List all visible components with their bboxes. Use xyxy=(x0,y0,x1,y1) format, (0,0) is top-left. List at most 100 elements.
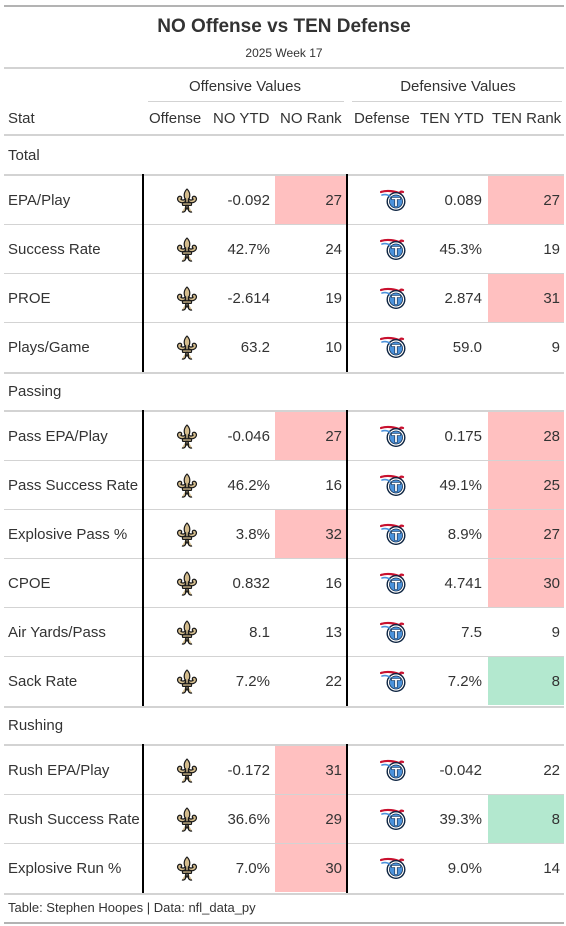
group-label: Passing xyxy=(8,383,62,400)
fleur-de-lis-icon xyxy=(176,522,198,547)
offense-logo xyxy=(175,473,199,504)
titans-logo-icon xyxy=(379,808,406,830)
column-label-ten-rank: TEN Rank xyxy=(492,110,562,127)
stat-name: PROE xyxy=(8,290,51,307)
ten-rank-value: 8 xyxy=(551,811,560,828)
no-rank-value: 16 xyxy=(325,477,342,494)
header-rule xyxy=(4,134,564,136)
group-rule xyxy=(4,744,564,746)
divider-offense-defense xyxy=(346,744,348,893)
fleur-de-lis-icon xyxy=(176,758,198,783)
ten-rank-value: 27 xyxy=(543,192,560,209)
ten-rank-highlight xyxy=(488,559,564,607)
row-rule xyxy=(4,794,564,795)
table-row: Air Yards/Pass 8.1 13 7.5 9 xyxy=(4,608,564,657)
ten-rank-value: 8 xyxy=(551,673,560,690)
table-header: NO Offense vs TEN Defense 2025 Week 17 xyxy=(4,5,564,69)
no-ytd-value: -2.614 xyxy=(227,290,270,307)
stat-name: CPOE xyxy=(8,575,51,592)
ten-ytd-value: 7.2% xyxy=(447,673,482,690)
ten-rank-highlight xyxy=(488,176,564,224)
ten-ytd-value: 8.9% xyxy=(447,526,482,543)
offense-logo xyxy=(175,620,199,651)
stat-name: Plays/Game xyxy=(8,339,90,356)
no-rank-value: 27 xyxy=(325,192,342,209)
row-rule xyxy=(4,509,564,510)
table-row: Explosive Run % 7.0% 30 9.0% 14 xyxy=(4,844,564,893)
divider-offense-defense xyxy=(346,410,348,706)
row-rule xyxy=(4,460,564,461)
fleur-de-lis-icon xyxy=(176,424,198,449)
ten-ytd-value: 59.0 xyxy=(452,339,482,356)
ten-rank-highlight xyxy=(488,510,564,558)
ten-ytd-value: 45.3% xyxy=(439,241,482,258)
offense-logo xyxy=(175,286,199,317)
defense-logo xyxy=(379,571,408,600)
defense-logo xyxy=(379,286,408,315)
no-ytd-value: 3.8% xyxy=(235,526,270,543)
no-ytd-value: 63.2 xyxy=(240,339,270,356)
defense-logo xyxy=(379,188,408,217)
stat-name: Explosive Run % xyxy=(8,860,122,877)
ten-ytd-value: 9.0% xyxy=(447,860,482,877)
table-row: Success Rate 42.7% 24 45.3% 19 xyxy=(4,225,564,274)
row-rule xyxy=(4,843,564,844)
defense-logo xyxy=(379,473,408,502)
divider-stat-offense xyxy=(142,744,144,893)
ten-ytd-value: 4.741 xyxy=(444,575,482,592)
fleur-de-lis-icon xyxy=(176,856,198,881)
fleur-de-lis-icon xyxy=(176,286,198,311)
ten-ytd-value: -0.042 xyxy=(439,762,482,779)
ten-rank-value: 22 xyxy=(543,762,560,779)
offense-logo xyxy=(175,237,199,268)
offense-logo xyxy=(175,424,199,455)
row-rule xyxy=(4,656,564,657)
table-bottom-rule xyxy=(4,893,564,895)
ten-rank-value: 9 xyxy=(551,624,560,641)
no-rank-value: 10 xyxy=(325,339,342,356)
no-ytd-value: -0.092 xyxy=(227,192,270,209)
column-label-offense: Offense xyxy=(149,110,202,127)
table-row: PROE -2.614 19 2.874 31 xyxy=(4,274,564,323)
ten-ytd-value: 2.874 xyxy=(444,290,482,307)
spanner-rule-offense xyxy=(148,101,344,102)
group-rule xyxy=(4,706,564,708)
table-subtitle: 2025 Week 17 xyxy=(245,46,323,60)
group-label-row: Passing xyxy=(4,372,564,412)
table-row: Pass Success Rate 46.2% 16 49.1% 25 xyxy=(4,461,564,510)
defense-logo xyxy=(379,620,408,649)
column-label-defense: Defense xyxy=(354,110,410,127)
ten-ytd-value: 0.089 xyxy=(444,192,482,209)
no-rank-value: 29 xyxy=(325,811,342,828)
row-rule xyxy=(4,558,564,559)
titans-logo-icon xyxy=(379,238,406,260)
titans-logo-icon xyxy=(379,523,406,545)
defense-logo xyxy=(379,758,408,787)
fleur-de-lis-icon xyxy=(176,669,198,694)
table-row: CPOE 0.832 16 4.741 30 xyxy=(4,559,564,608)
ten-rank-value: 19 xyxy=(543,241,560,258)
table-row: Plays/Game 63.2 10 59.0 9 xyxy=(4,323,564,372)
offense-logo xyxy=(175,856,199,887)
no-rank-value: 13 xyxy=(325,624,342,641)
no-rank-highlight xyxy=(275,746,346,794)
no-rank-value: 24 xyxy=(325,241,342,258)
no-ytd-value: 8.1 xyxy=(249,624,270,641)
no-ytd-value: 7.2% xyxy=(235,673,270,690)
defense-logo xyxy=(379,335,408,364)
row-rule xyxy=(4,322,564,323)
no-rank-highlight xyxy=(275,412,346,460)
no-ytd-value: -0.046 xyxy=(227,428,270,445)
defense-logo xyxy=(379,522,408,551)
no-ytd-value: 36.6% xyxy=(227,811,270,828)
titans-logo-icon xyxy=(379,425,406,447)
ten-rank-value: 30 xyxy=(543,575,560,592)
titans-logo-icon xyxy=(379,189,406,211)
group-rule xyxy=(4,174,564,176)
table-source-note: Table: Stephen Hoopes | Data: nfl_data_p… xyxy=(8,900,256,915)
no-ytd-value: 42.7% xyxy=(227,241,270,258)
row-rule xyxy=(4,273,564,274)
defense-logo xyxy=(379,856,408,885)
no-rank-highlight xyxy=(275,176,346,224)
table-row: Sack Rate 7.2% 22 7.2% 8 xyxy=(4,657,564,706)
